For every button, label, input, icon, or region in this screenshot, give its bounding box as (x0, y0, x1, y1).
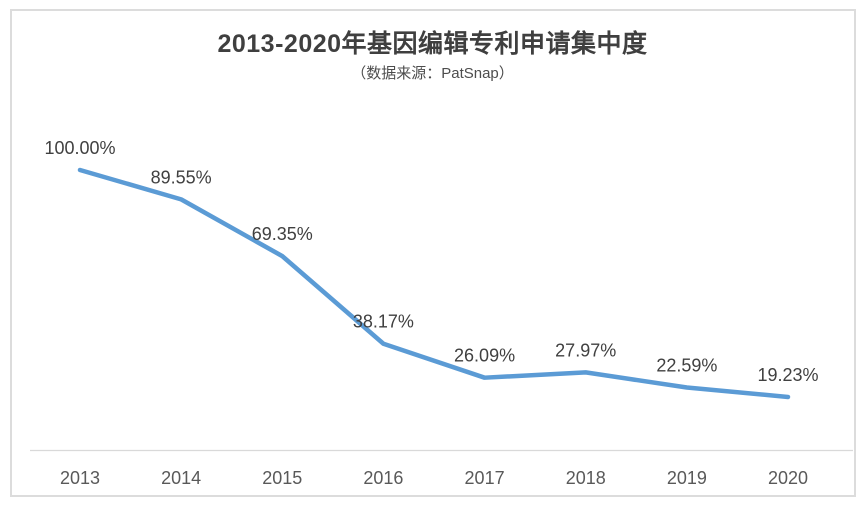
data-label: 27.97% (555, 340, 616, 360)
data-label: 89.55% (151, 167, 212, 187)
data-label: 38.17% (353, 312, 414, 332)
x-tick-label: 2016 (363, 468, 403, 488)
data-label: 22.59% (656, 356, 717, 376)
data-label: 19.23% (757, 365, 818, 385)
chart-subtitle: （数据来源：PatSnap） (351, 65, 514, 82)
data-label: 26.09% (454, 346, 515, 366)
x-tick-label: 2020 (768, 468, 808, 488)
x-tick-label: 2017 (465, 468, 505, 488)
data-label: 69.35% (252, 224, 313, 244)
x-tick-label: 2015 (262, 468, 302, 488)
x-tick-label: 2014 (161, 468, 201, 488)
x-tick-label: 2013 (60, 468, 100, 488)
chart-title: 2013-2020年基因编辑专利申请集中度 (217, 30, 648, 58)
series-line (77, 167, 791, 400)
x-tick-label: 2018 (566, 468, 606, 488)
data-label: 100.00% (44, 138, 115, 158)
x-tick-label: 2019 (667, 468, 707, 488)
